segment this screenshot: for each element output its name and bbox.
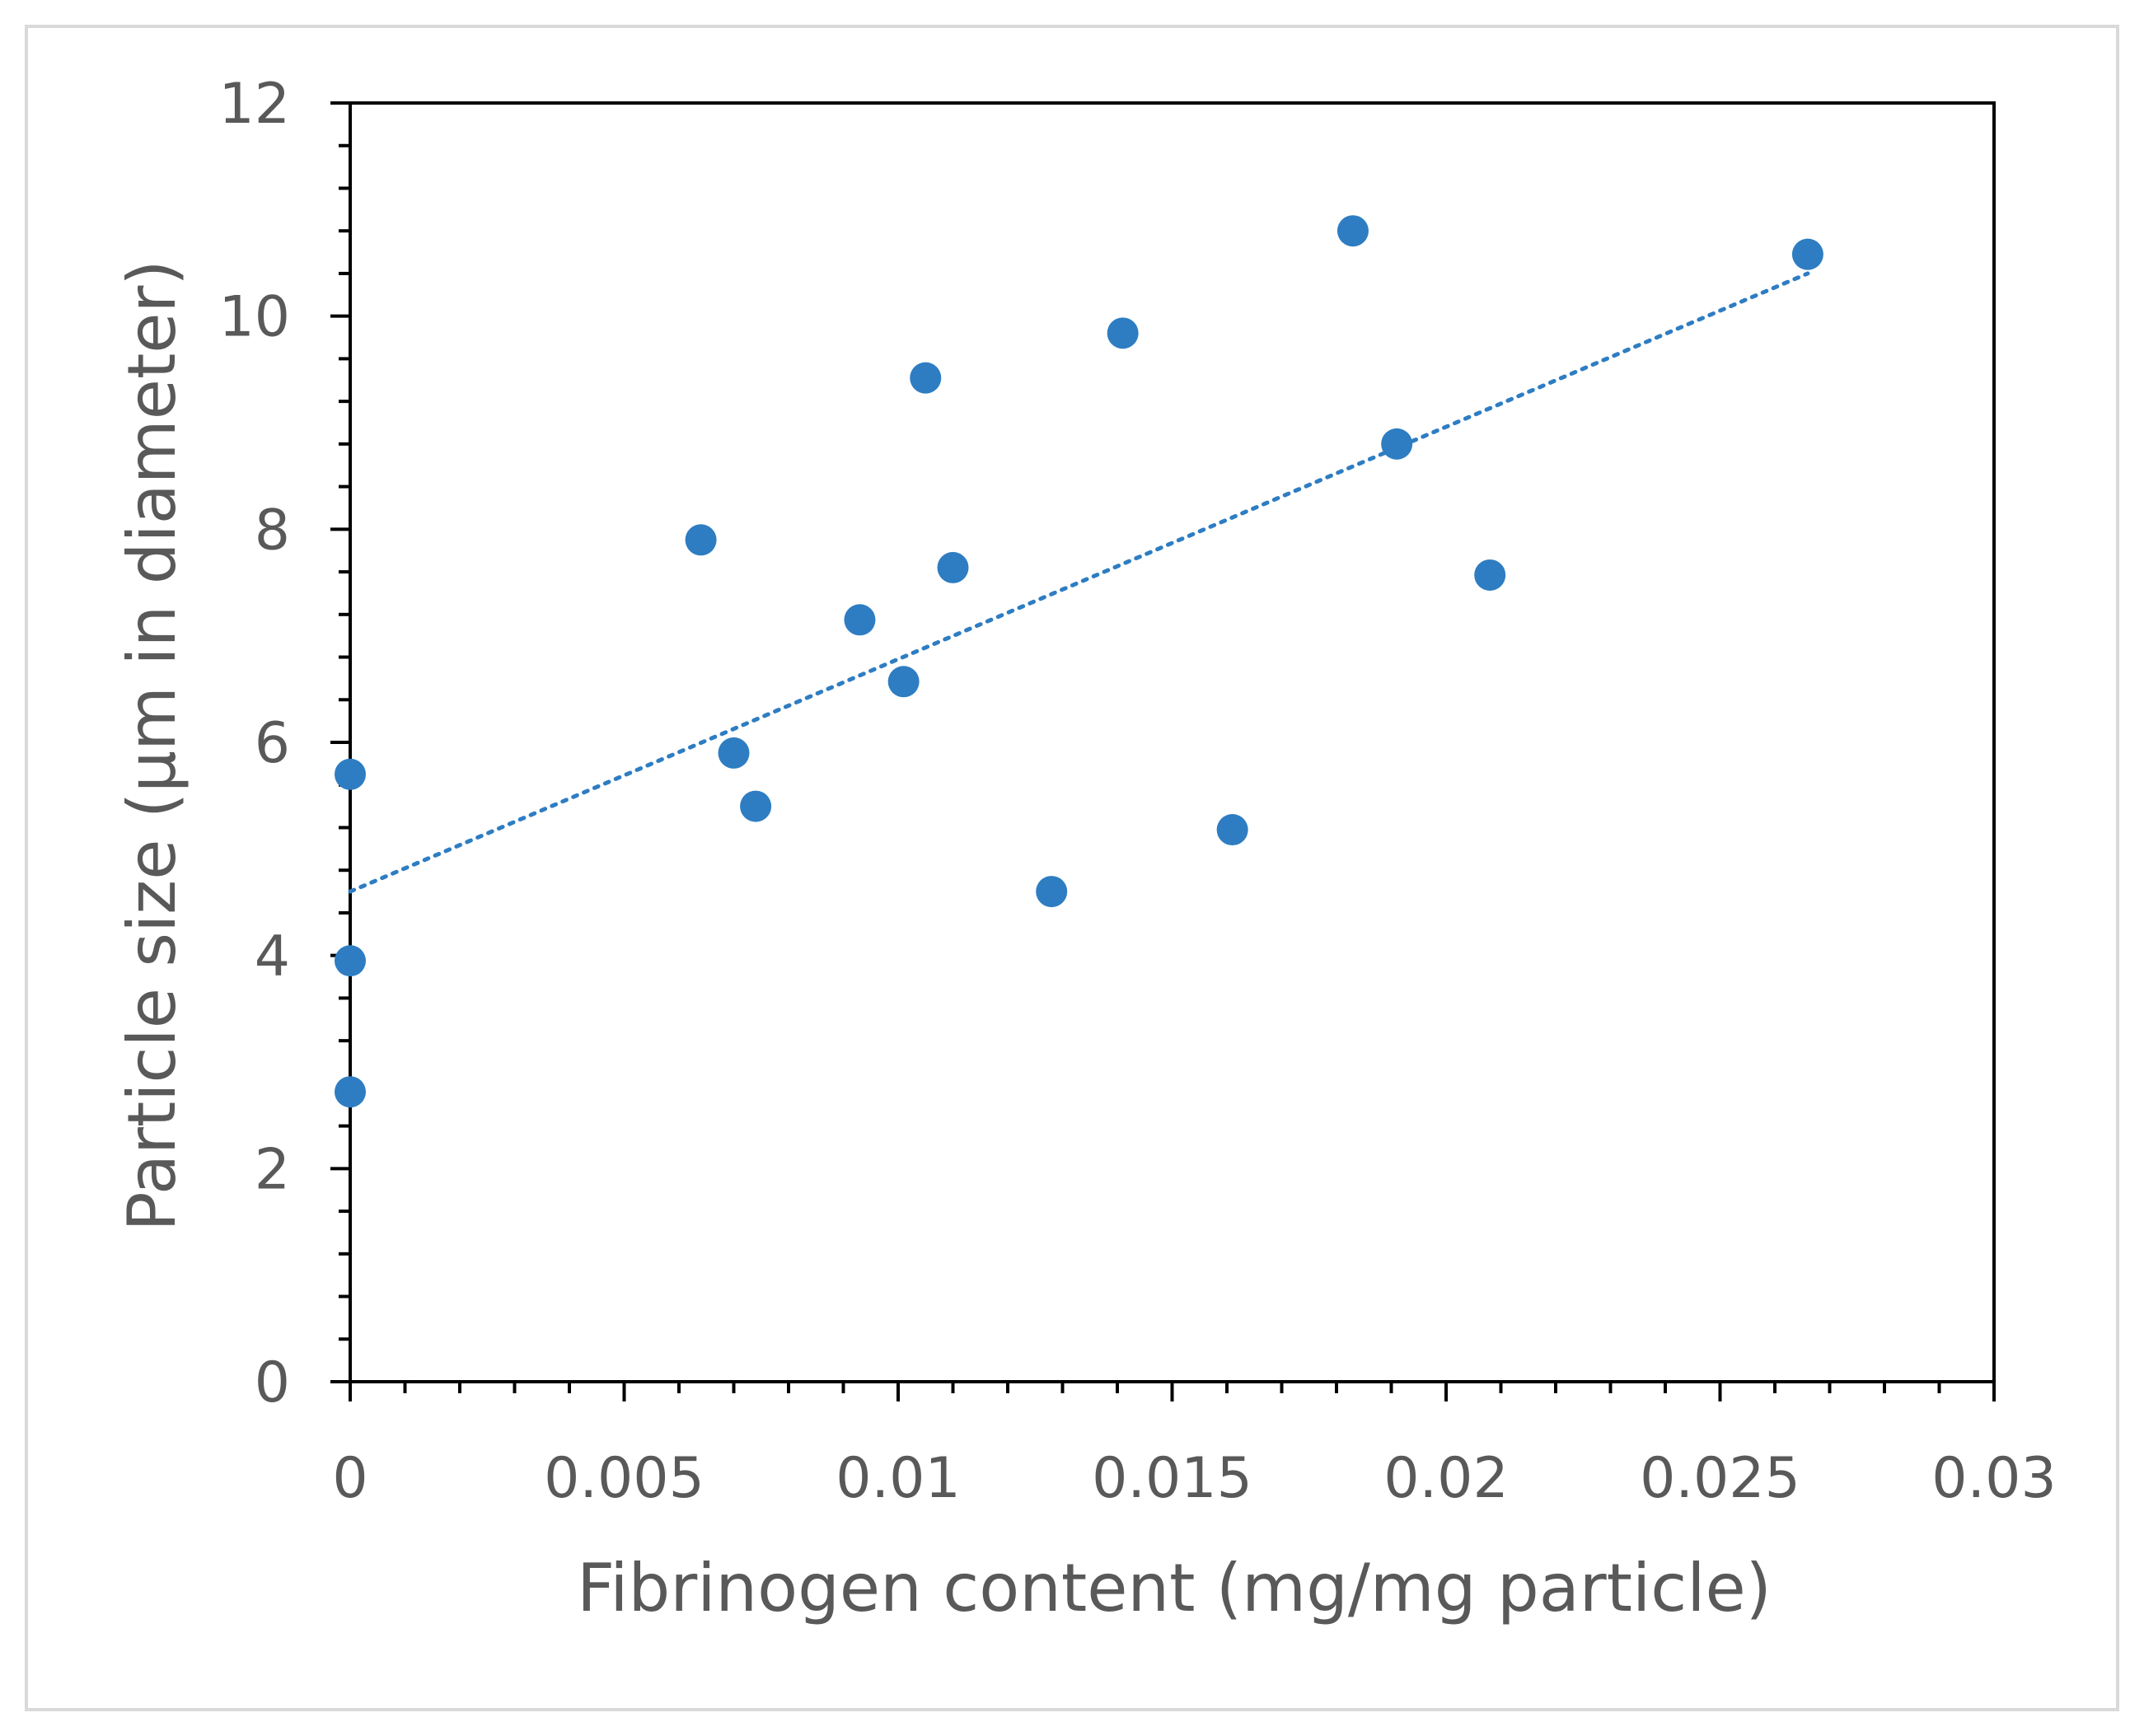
- x-tick-label: 0.025: [1640, 1446, 1800, 1511]
- y-tick-label: 6: [255, 711, 290, 776]
- y-tick-label: 2: [255, 1137, 290, 1202]
- data-point: [844, 604, 876, 636]
- data-point: [1107, 317, 1139, 349]
- x-axis-title: Fibrinogen content (mg/mg particle): [577, 1550, 1772, 1626]
- data-point: [937, 551, 969, 583]
- y-tick-label: 0: [255, 1350, 290, 1415]
- data-point: [1036, 876, 1068, 908]
- data-point: [335, 945, 366, 977]
- data-point: [1336, 215, 1369, 247]
- data-point: [887, 666, 920, 698]
- x-tick-label: 0.02: [1383, 1446, 1508, 1511]
- data-point: [1474, 559, 1506, 591]
- data-point: [335, 758, 366, 790]
- y-tick-label: 8: [255, 498, 290, 563]
- data-point: [910, 362, 942, 394]
- y-tick-label: 4: [255, 924, 290, 990]
- x-axis-ticks: [349, 1382, 1996, 1401]
- data-point: [685, 524, 717, 556]
- data-point: [718, 737, 750, 769]
- data-points: [335, 215, 1823, 1108]
- y-tick-label: 12: [218, 72, 290, 137]
- data-point: [740, 790, 772, 822]
- figure-frame: [25, 25, 2119, 1711]
- x-axis-tick-labels: 0 0.005 0.01 0.015 0.02 0.025 0.03: [332, 1446, 2056, 1511]
- data-point: [335, 1076, 366, 1108]
- y-axis-title: Particle size (µm in diameter): [114, 260, 190, 1231]
- x-tick-label: 0: [332, 1446, 367, 1511]
- x-tick-label: 0.005: [544, 1446, 705, 1511]
- plot-area: [330, 101, 1996, 1401]
- x-tick-label: 0.01: [836, 1446, 960, 1511]
- data-point: [1791, 238, 1823, 270]
- trendline: [348, 271, 1810, 894]
- y-tick-label: 10: [218, 285, 290, 350]
- data-point: [1381, 428, 1413, 460]
- x-tick-label: 0.015: [1092, 1446, 1252, 1511]
- x-tick-label: 0.03: [1931, 1446, 2056, 1511]
- data-point: [1216, 814, 1248, 846]
- y-axis-tick-labels: 0 2 4 6 8 10 12: [218, 72, 290, 1415]
